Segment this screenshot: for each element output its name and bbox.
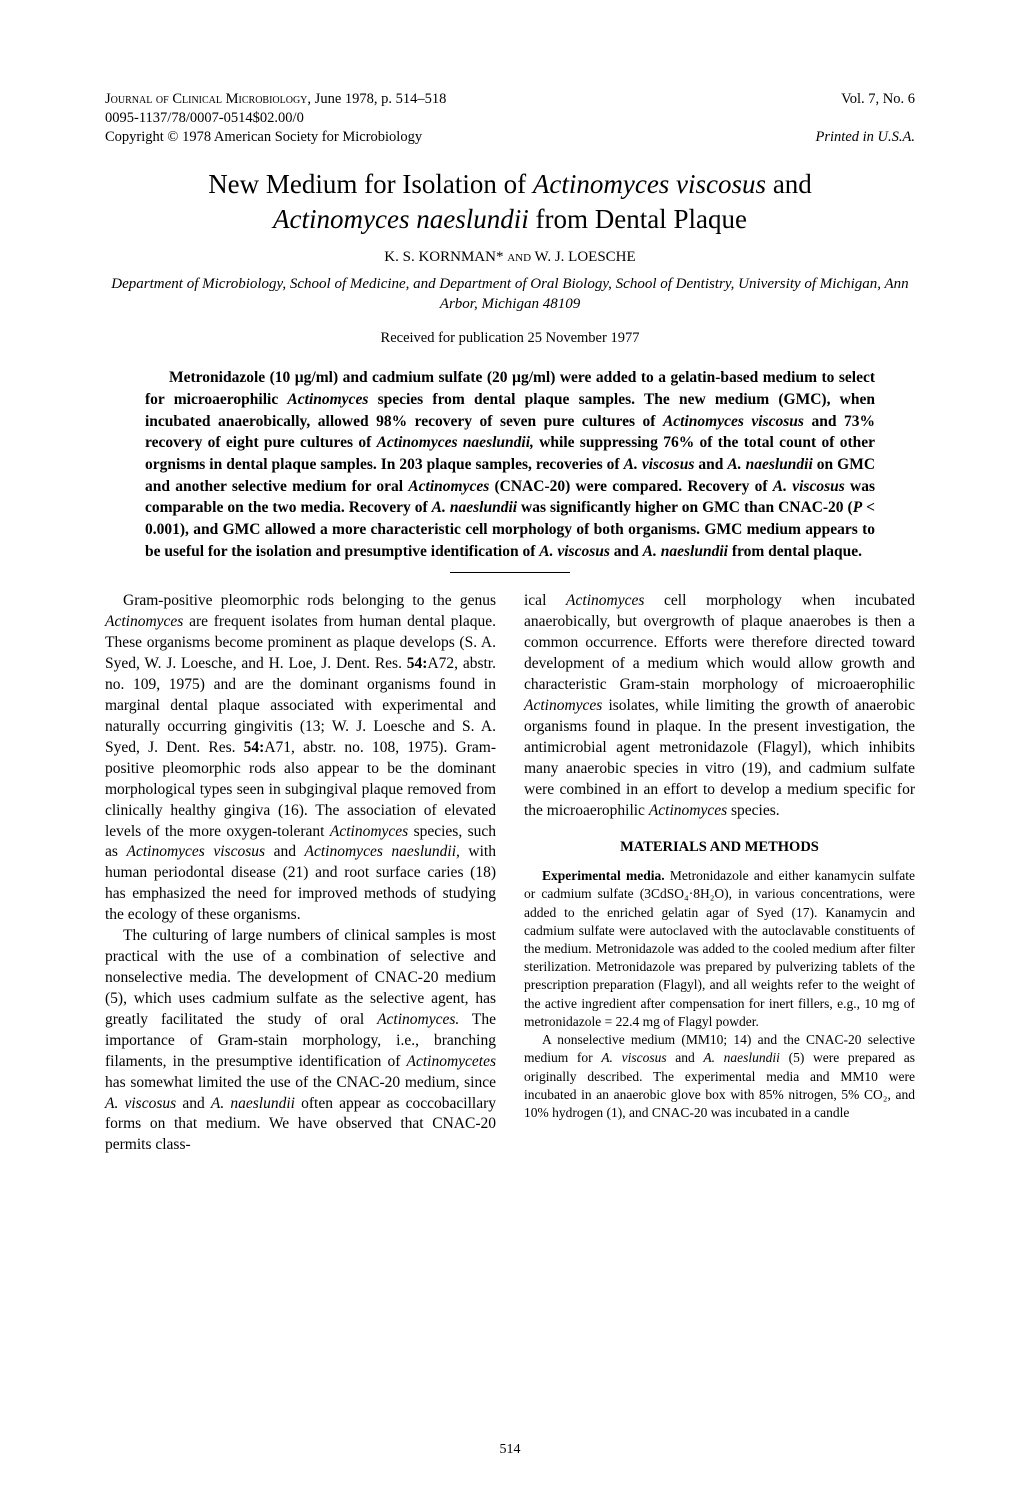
header-left: Journal of Clinical Microbiology, June 1… (105, 90, 446, 147)
section-heading: MATERIALS AND METHODS (524, 838, 915, 858)
abstract-species: Actinomyces (408, 478, 489, 495)
body-species: Actinomycetes (406, 1053, 496, 1070)
body-species: A. naeslundii (211, 1095, 295, 1112)
body-species: Actinomyces (524, 697, 602, 714)
abstract-pvalue: P (853, 499, 862, 516)
body-paragraph: The culturing of large numbers of clinic… (105, 926, 496, 1156)
abstract-text: (CNAC-20) were compared. Recovery of (489, 478, 773, 495)
journal-name: Journal of Clinical Microbiology, (105, 91, 311, 107)
title-part-1: New Medium for Isolation of (208, 169, 533, 199)
methods-paragraph: Experimental media. Metronidazole and ei… (524, 867, 915, 1031)
body-volume: 54: (244, 739, 265, 756)
body-species: Actinomyces naeslundii, (305, 843, 460, 860)
abstract-text: from dental plaque. (728, 543, 862, 560)
body-species: Actinomyces (330, 823, 408, 840)
article-title: New Medium for Isolation of Actinomyces … (105, 167, 915, 237)
issn: 0095-1137/78/0007-0514$02.00/0 (105, 109, 446, 128)
methods-runin: Experimental media. (542, 868, 665, 883)
abstract-species: A. naeslundii (432, 499, 517, 516)
abstract-text: was significantly higher on GMC than CNA… (517, 499, 853, 516)
body-text: isolates, while limiting the growth of a… (524, 697, 915, 819)
abstract-species: Actinomyces naeslundii, (377, 434, 534, 451)
copyright: Copyright © 1978 American Society for Mi… (105, 128, 446, 147)
printed: Printed in U.S.A. (816, 128, 915, 147)
received-date: Received for publication 25 November 197… (105, 330, 915, 347)
body-paragraph: Gram-positive pleomorphic rods belonging… (105, 591, 496, 926)
authors-and: and (507, 249, 531, 265)
abstract-species: A. viscosus (624, 456, 695, 473)
right-column: ical Actinomyces cell morphology when in… (524, 591, 915, 1156)
abstract: Metronidazole (10 µg/ml) and cadmium sul… (145, 367, 875, 562)
title-species-2: Actinomyces naeslundii (273, 204, 529, 234)
abstract-species: A. naeslundii (643, 543, 728, 560)
body-text: has somewhat limited the use of the CNAC… (105, 1074, 496, 1091)
body-text: species. (727, 802, 780, 819)
body-text: ical (524, 592, 566, 609)
methods-species: A. naeslundii (703, 1050, 780, 1065)
methods-paragraph: A nonselective medium (MM10; 14) and the… (524, 1031, 915, 1122)
body-species: Actinomyces viscosus (126, 843, 265, 860)
author-1: K. S. KORNMAN* (384, 249, 507, 265)
abstract-text: and (610, 543, 643, 560)
title-part-3: from Dental Plaque (529, 204, 747, 234)
methods-species: A. viscosus (601, 1050, 666, 1065)
header: Journal of Clinical Microbiology, June 1… (105, 90, 915, 147)
journal-line: Journal of Clinical Microbiology, June 1… (105, 90, 446, 109)
methods-text: Metronidazole and either kanamycin sulfa… (524, 868, 915, 1029)
header-right: Vol. 7, No. 6 Printed in U.S.A. (816, 90, 915, 147)
body-volume: 54: (407, 655, 428, 672)
page: Journal of Clinical Microbiology, June 1… (0, 0, 1020, 1498)
divider (450, 572, 570, 573)
body-species: Actinomyces (105, 613, 183, 630)
body-paragraph: ical Actinomyces cell morphology when in… (524, 591, 915, 821)
volume: Vol. 7, No. 6 (816, 90, 915, 109)
title-part-2: and (766, 169, 812, 199)
abstract-text: and (694, 456, 727, 473)
body-species: Actinomyces. (377, 1011, 459, 1028)
body-text: and (265, 843, 305, 860)
abstract-species: A. naeslundii (727, 456, 812, 473)
date-pages: June 1978, p. 514–518 (311, 91, 446, 107)
abstract-species: A. viscosus (539, 543, 610, 560)
title-species-1: Actinomyces viscosus (533, 169, 766, 199)
abstract-species: Actinomyces (287, 391, 368, 408)
body-species: A. viscosus (105, 1095, 176, 1112)
author-2: W. J. LOESCHE (531, 249, 636, 265)
affiliation: Department of Microbiology, School of Me… (105, 274, 915, 315)
methods-text: and (667, 1050, 704, 1065)
page-number: 514 (0, 1442, 1020, 1458)
body-species: Actinomyces (566, 592, 644, 609)
body-text: Gram-positive pleomorphic rods belonging… (123, 592, 496, 609)
body-text: and (176, 1095, 211, 1112)
left-column: Gram-positive pleomorphic rods belonging… (105, 591, 496, 1156)
authors: K. S. KORNMAN* and W. J. LOESCHE (105, 249, 915, 266)
body-species: Actinomyces (649, 802, 727, 819)
abstract-species: Actinomyces viscosus (663, 413, 804, 430)
abstract-species: A. viscosus (773, 478, 845, 495)
body-columns: Gram-positive pleomorphic rods belonging… (105, 591, 915, 1156)
